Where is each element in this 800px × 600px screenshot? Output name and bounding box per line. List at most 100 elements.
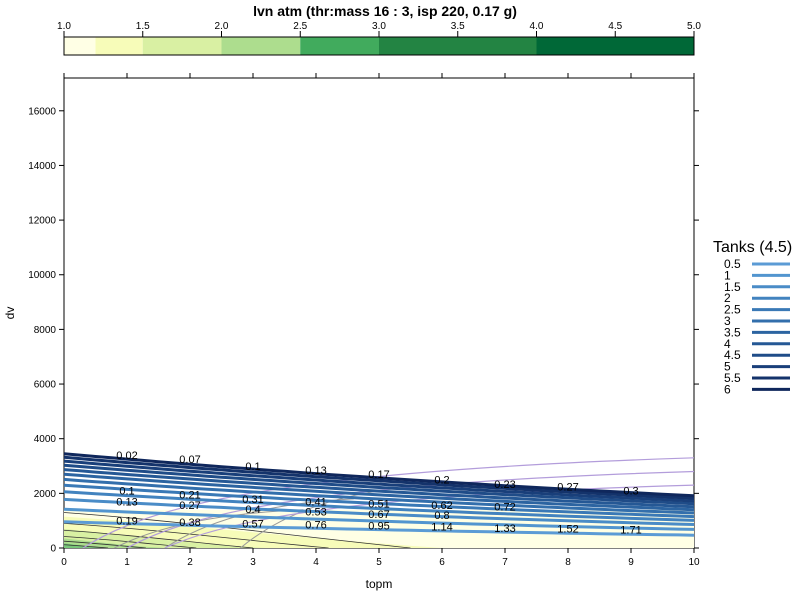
contour-label: 0.19 bbox=[116, 516, 137, 528]
colorkey-tick-label: 1.5 bbox=[136, 21, 150, 32]
tank-curve bbox=[64, 452, 694, 498]
y-tick-label: 10000 bbox=[28, 270, 56, 281]
colorkey-tick-label: 4.5 bbox=[608, 21, 622, 32]
y-tick-label: 0 bbox=[50, 544, 56, 555]
colorkey-tick-label: 4.0 bbox=[530, 21, 544, 32]
legend-label: 6 bbox=[724, 382, 731, 396]
contour-label: 0.27 bbox=[179, 500, 200, 512]
legend-label: 1 bbox=[724, 268, 731, 282]
legend-label: 4.5 bbox=[724, 348, 741, 362]
contour-label: 0.31 bbox=[242, 494, 263, 506]
legend-label: 2.5 bbox=[724, 303, 741, 317]
contour-label: 0.67 bbox=[368, 509, 389, 521]
tank-curve bbox=[64, 472, 694, 512]
contour-label: 0.13 bbox=[305, 465, 326, 477]
colorkey-tick-label: 5.0 bbox=[687, 21, 701, 32]
legend-label: 2 bbox=[724, 291, 731, 305]
colorkey-band bbox=[536, 37, 694, 55]
y-tick-label: 8000 bbox=[34, 325, 57, 336]
tank-curve bbox=[64, 459, 694, 503]
colorkey-band bbox=[221, 37, 301, 55]
legend-label: 0.5 bbox=[724, 257, 741, 271]
contour-line bbox=[64, 529, 254, 548]
x-tick-label: 10 bbox=[688, 557, 700, 568]
contour-label: 0.8 bbox=[434, 510, 449, 522]
colorkey-tick-label: 2.5 bbox=[293, 21, 307, 32]
x-axis-label: topm bbox=[366, 577, 393, 591]
contour-line bbox=[126, 470, 694, 548]
y-tick-label: 12000 bbox=[28, 216, 56, 227]
fill-band bbox=[64, 543, 109, 548]
tank-curve bbox=[64, 507, 694, 531]
tank-curve bbox=[64, 477, 694, 515]
contour-label: 0.13 bbox=[116, 497, 137, 509]
y-tick-label: 6000 bbox=[34, 380, 57, 391]
contour-line bbox=[64, 536, 197, 548]
x-tick-label: 4 bbox=[313, 557, 319, 568]
contour-label: 0.62 bbox=[431, 500, 452, 512]
colorkey-band bbox=[142, 37, 222, 55]
contour-label: 0.27 bbox=[557, 482, 578, 494]
contour-line bbox=[64, 523, 329, 548]
y-tick-label: 16000 bbox=[28, 106, 56, 117]
legend-label: 5.5 bbox=[724, 371, 741, 385]
colorkey-tick-label: 3.0 bbox=[372, 21, 386, 32]
contour-label: 0.57 bbox=[242, 518, 263, 530]
contour-line bbox=[64, 544, 109, 548]
x-tick-label: 3 bbox=[250, 557, 256, 568]
tank-curve bbox=[64, 463, 694, 506]
tank-curve bbox=[64, 520, 694, 537]
legend-label: 1.5 bbox=[724, 280, 741, 294]
x-tick-label: 1 bbox=[124, 557, 130, 568]
colorkey-band bbox=[300, 37, 379, 55]
contour-label: 0.4 bbox=[245, 504, 260, 516]
contour-label: 0.3 bbox=[623, 486, 638, 498]
colorkey-tick-label: 1.0 bbox=[57, 21, 71, 32]
contour-label: 1.52 bbox=[557, 524, 578, 536]
chart-title: lvn atm (thr:mass 16 : 3, isp 220, 0.17 … bbox=[253, 3, 517, 19]
legend-title: Tanks (4.5) bbox=[713, 239, 792, 256]
tank-curve bbox=[64, 490, 694, 522]
contour-label: 0.38 bbox=[179, 517, 200, 529]
contour-label: 0.76 bbox=[305, 520, 326, 532]
contour-label: 0.07 bbox=[179, 454, 200, 466]
y-tick-label: 4000 bbox=[34, 434, 57, 445]
contour-label: 1.33 bbox=[494, 523, 515, 535]
contour-label: 0.02 bbox=[116, 450, 137, 462]
contour-label: 0.2 bbox=[434, 475, 449, 487]
legend-label: 4 bbox=[724, 337, 731, 351]
contour-label: 0.41 bbox=[305, 497, 326, 509]
contour-label: 0.23 bbox=[494, 479, 515, 491]
contour-line bbox=[64, 512, 411, 548]
contour-label: 0.51 bbox=[368, 499, 389, 511]
colorkey-band bbox=[64, 37, 96, 55]
x-tick-label: 0 bbox=[61, 557, 67, 568]
y-tick-label: 14000 bbox=[28, 161, 56, 172]
y-axis-label: dv bbox=[3, 307, 17, 320]
colorkey-band bbox=[95, 37, 143, 55]
contour-label: 0.53 bbox=[305, 507, 326, 519]
x-tick-label: 7 bbox=[502, 557, 508, 568]
tank-curve bbox=[64, 483, 694, 519]
contour-line bbox=[64, 540, 146, 548]
fill-band bbox=[64, 528, 266, 548]
tank-curve bbox=[64, 468, 694, 509]
contour-label: 0.95 bbox=[368, 521, 389, 533]
colorkey-band bbox=[379, 37, 537, 55]
x-tick-label: 9 bbox=[628, 557, 634, 568]
x-tick-label: 5 bbox=[376, 557, 382, 568]
colorkey-tick-label: 3.5 bbox=[451, 21, 465, 32]
x-tick-label: 2 bbox=[187, 557, 193, 568]
legend-label: 3 bbox=[724, 314, 731, 328]
contour-label: 1.14 bbox=[431, 522, 452, 534]
contour-label: 0.17 bbox=[368, 469, 389, 481]
fill-band bbox=[64, 538, 165, 548]
x-tick-label: 6 bbox=[439, 557, 445, 568]
colorkey: 1.0 1.5 2.0 2.5 3.0 3.5 4.0 4.5 5.0 bbox=[57, 21, 701, 56]
contour-label: 0.21 bbox=[179, 490, 200, 502]
tank-curve bbox=[64, 455, 694, 500]
x-tick-label: 8 bbox=[565, 557, 571, 568]
contour-label: 0.72 bbox=[494, 501, 515, 513]
legend-label: 3.5 bbox=[724, 325, 741, 339]
